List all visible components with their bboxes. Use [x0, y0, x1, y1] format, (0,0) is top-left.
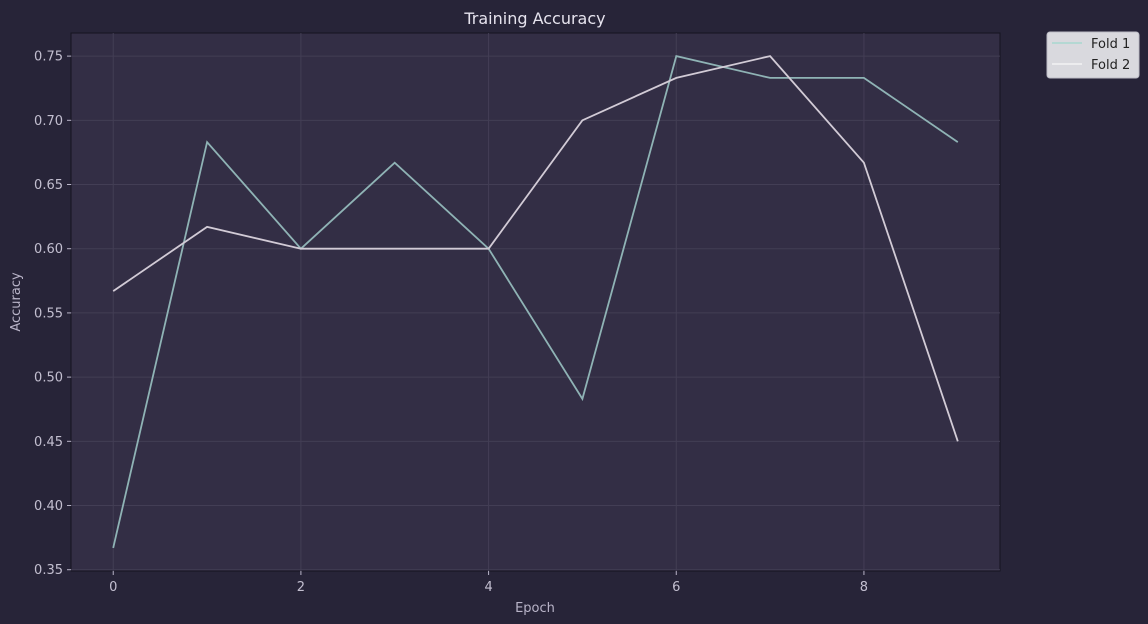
x-tick-label: 0 [109, 580, 117, 595]
y-tick-label: 0.75 [34, 50, 63, 65]
grid-lines [71, 33, 1000, 571]
y-tick-label: 0.50 [34, 371, 63, 386]
y-tick-label: 0.65 [34, 178, 63, 193]
x-tick-label: 2 [297, 580, 305, 595]
legend-label-fold-1: Fold 1 [1091, 37, 1130, 52]
y-tick-label: 0.70 [34, 114, 63, 129]
series-line-fold-2 [112, 55, 959, 442]
x-tick-label: 6 [672, 580, 680, 595]
axis-ticks: 0.35 0.40 0.45 0.50 0.55 0.60 0.65 0.70 0.75 0 2 4 6… [34, 50, 868, 595]
y-tick-label: 0.55 [34, 306, 63, 321]
series-lines [112, 55, 959, 549]
y-tick-label: 0.60 [34, 242, 63, 257]
plot-area [70, 32, 1001, 572]
legend-label-fold-2: Fold 2 [1091, 58, 1130, 73]
x-tick-label: 4 [484, 580, 492, 595]
x-tick-label: 8 [860, 580, 868, 595]
y-tick-label: 0.40 [34, 499, 63, 514]
y-tick-label: 0.45 [34, 435, 63, 450]
legend: Fold 1 Fold 2 [1046, 31, 1140, 79]
x-axis-label: Epoch [515, 601, 555, 616]
chart-title: Training Accuracy [463, 9, 605, 28]
y-axis-label: Accuracy [9, 272, 24, 332]
y-tick-label: 0.35 [34, 563, 63, 578]
series-line-fold-1 [112, 55, 959, 549]
